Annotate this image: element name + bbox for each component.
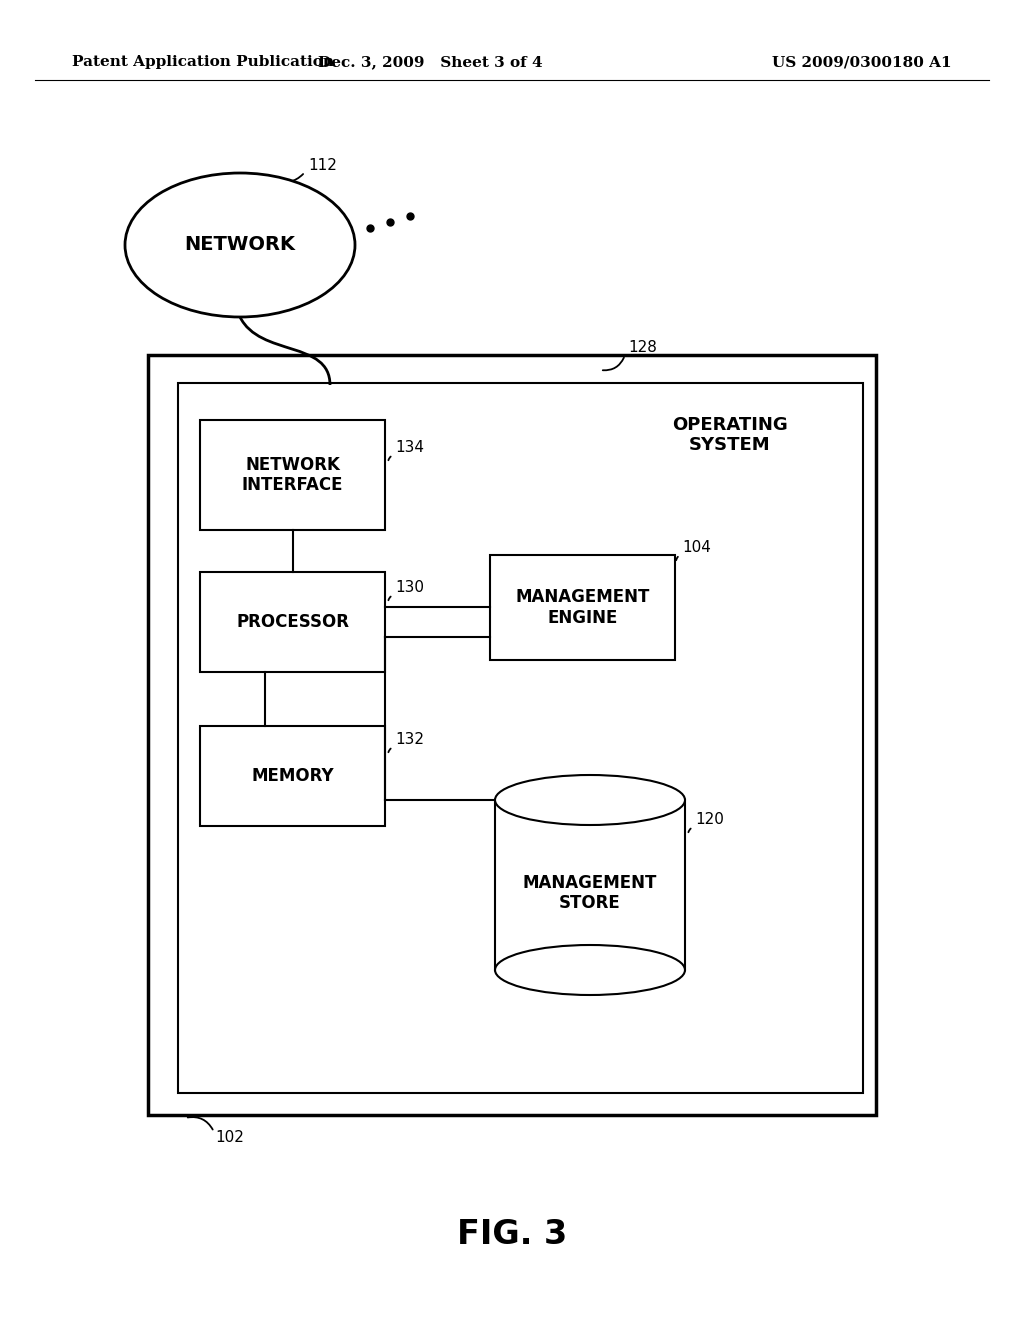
Text: 102: 102 [215, 1130, 244, 1146]
FancyArrowPatch shape [603, 358, 624, 371]
Bar [178, 383, 863, 1093]
Text: 104: 104 [682, 540, 711, 556]
Ellipse shape [495, 775, 685, 825]
FancyArrowPatch shape [676, 557, 678, 560]
Text: OPERATING
SYSTEM: OPERATING SYSTEM [672, 416, 787, 454]
Text: US 2009/0300180 A1: US 2009/0300180 A1 [772, 55, 952, 69]
Text: PROCESSOR: PROCESSOR [236, 612, 349, 631]
Bar [148, 355, 876, 1115]
Bar [200, 726, 385, 826]
Text: Patent Application Publication: Patent Application Publication [72, 55, 334, 69]
Text: 128: 128 [628, 341, 656, 355]
Text: 132: 132 [395, 733, 424, 747]
Bar [200, 420, 385, 531]
Text: Dec. 3, 2009   Sheet 3 of 4: Dec. 3, 2009 Sheet 3 of 4 [317, 55, 543, 69]
Text: FIG. 3: FIG. 3 [457, 1218, 567, 1251]
Text: NETWORK: NETWORK [184, 235, 296, 255]
FancyArrowPatch shape [688, 829, 691, 832]
FancyArrowPatch shape [388, 748, 391, 752]
FancyArrowPatch shape [388, 457, 391, 461]
Bar [200, 572, 385, 672]
Ellipse shape [125, 173, 355, 317]
Bar [495, 800, 685, 970]
Text: NETWORK
INTERFACE: NETWORK INTERFACE [242, 455, 343, 495]
Text: 120: 120 [695, 813, 724, 828]
Text: 134: 134 [395, 441, 424, 455]
Bar [490, 554, 675, 660]
Text: 130: 130 [395, 581, 424, 595]
Text: 112: 112 [308, 157, 337, 173]
FancyArrowPatch shape [388, 597, 391, 601]
Text: MANAGEMENT
STORE: MANAGEMENT STORE [523, 874, 657, 912]
Text: MEMORY: MEMORY [251, 767, 334, 785]
Text: MANAGEMENT
ENGINE: MANAGEMENT ENGINE [515, 589, 649, 627]
FancyArrowPatch shape [274, 174, 303, 182]
FancyArrowPatch shape [187, 1117, 213, 1130]
Ellipse shape [495, 945, 685, 995]
